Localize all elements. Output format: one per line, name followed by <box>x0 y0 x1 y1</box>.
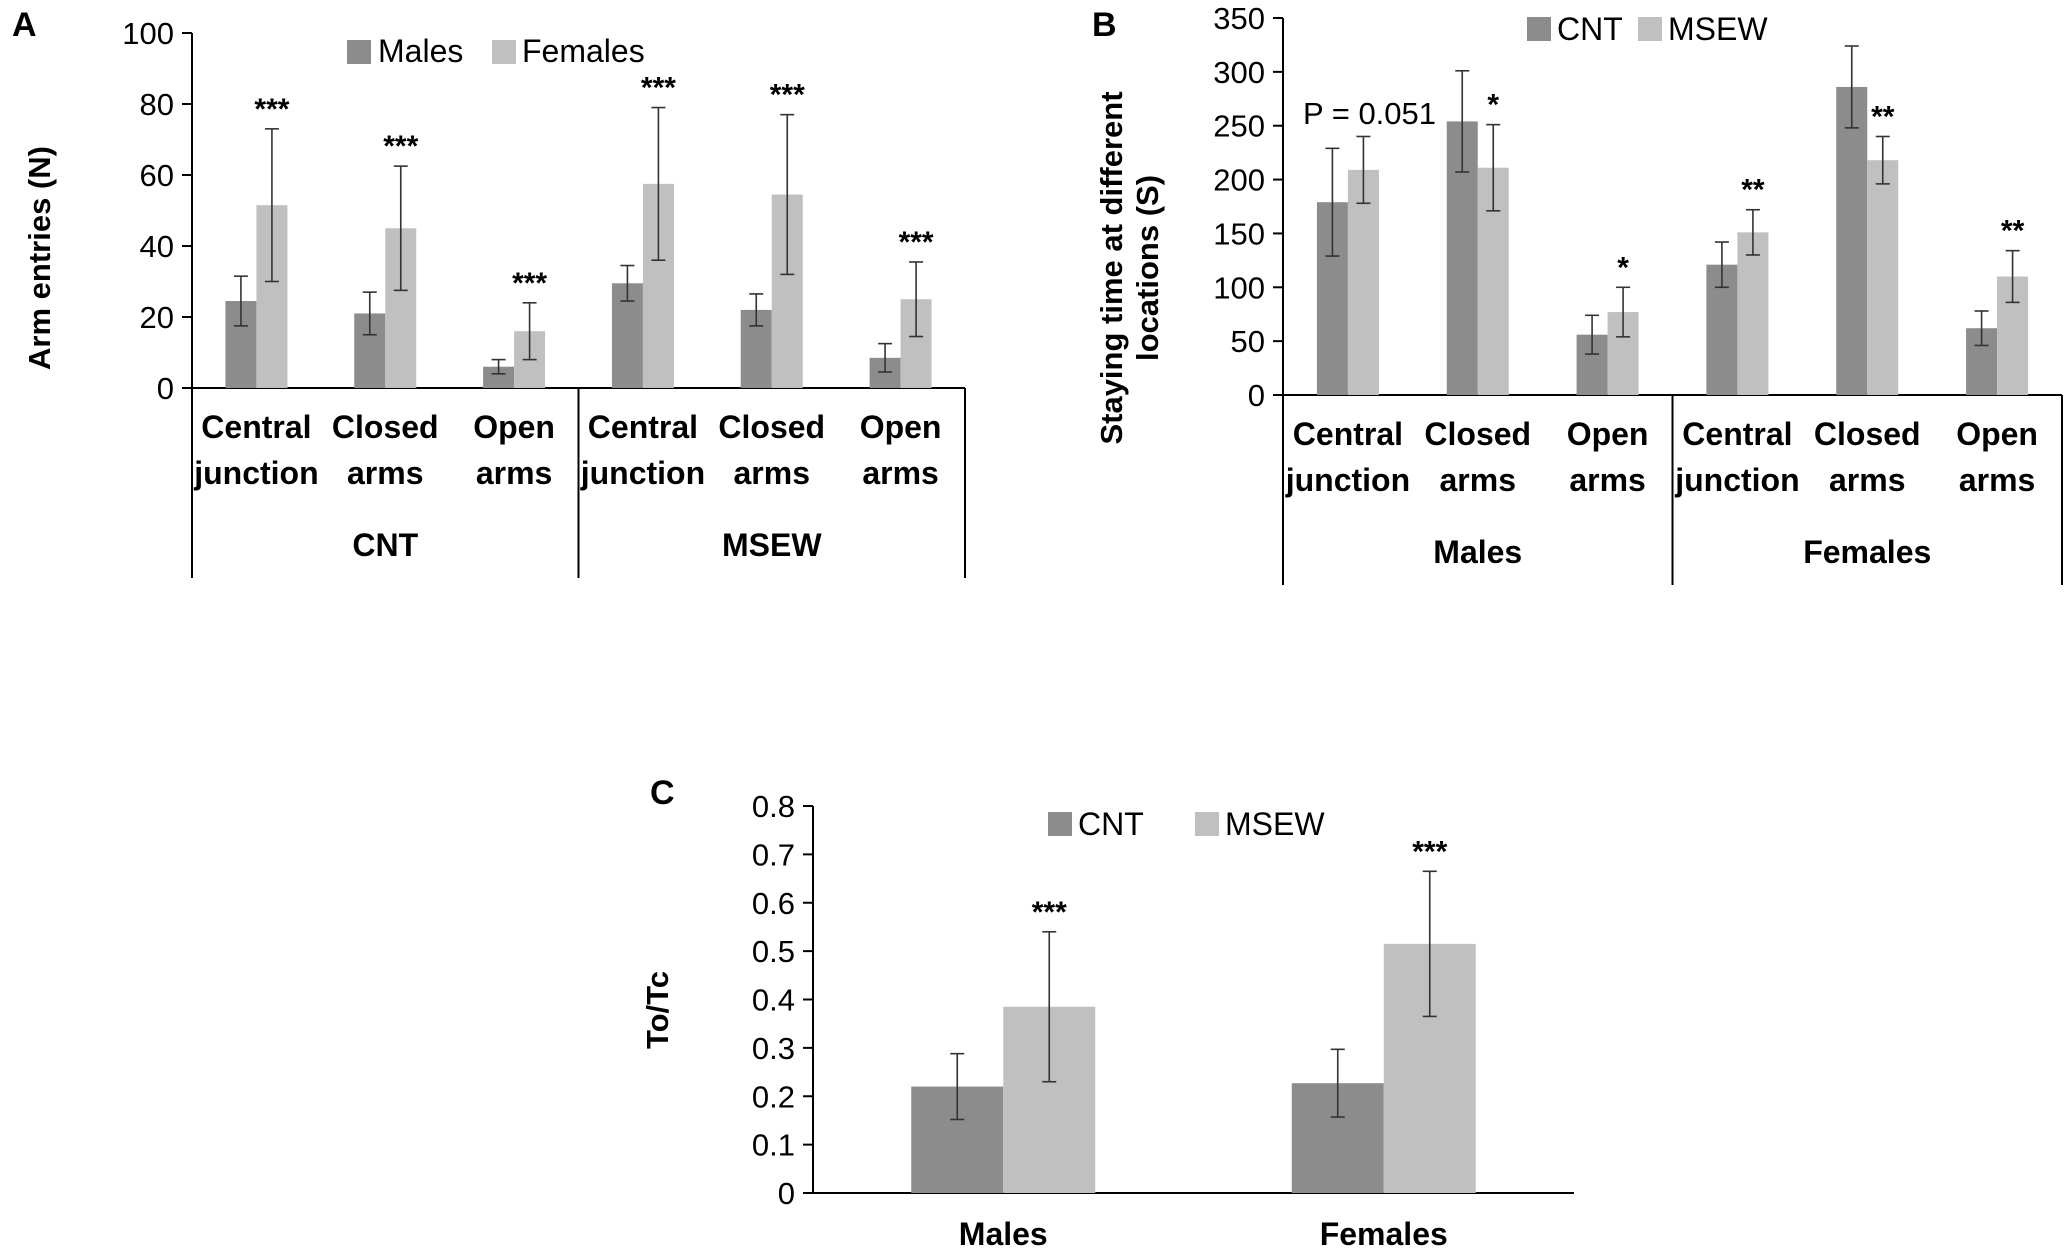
x-category-label-line1: Central <box>1293 416 1403 452</box>
significance-marker: * <box>1617 251 1629 284</box>
x-category-label-line1: Closed <box>1814 416 1921 452</box>
panel-a-y-axis-label: Arm entries (N) <box>22 146 57 370</box>
significance-marker: * <box>1487 89 1499 122</box>
x-group-label: Females <box>1803 534 1931 570</box>
y-tick-label: 40 <box>140 229 174 264</box>
legend-label-cnt: CNT <box>1078 806 1144 842</box>
x-category-label-line2: arms <box>1440 462 1517 498</box>
panel-a-legend: Males Females <box>347 33 645 69</box>
x-category-label-line1: Open <box>473 409 555 445</box>
significance-marker: *** <box>383 130 418 163</box>
y-tick-label: 0.8 <box>752 789 795 824</box>
x-group-label: Males <box>1433 534 1522 570</box>
bar-males <box>483 366 515 388</box>
panel-c-legend: CNT MSEW <box>1048 806 1325 842</box>
x-category-label-line2: arms <box>347 455 424 491</box>
y-tick-label: 80 <box>140 87 174 122</box>
bar-cnt <box>1836 86 1868 396</box>
x-category-label-line2: arms <box>1959 462 2036 498</box>
y-tick-label: 0 <box>157 371 174 406</box>
y-tick-label: 0.5 <box>752 934 795 969</box>
panel-b-y-axis-label-line2: locations (S) <box>1130 175 1165 361</box>
x-category-label-line1: Central <box>201 409 311 445</box>
y-tick-label: 200 <box>1213 163 1265 198</box>
x-category-label-line2: arms <box>862 455 939 491</box>
x-category-label-line1: Open <box>1956 416 2038 452</box>
x-category-label-line1: Open <box>860 409 942 445</box>
x-group-label: MSEW <box>722 527 822 563</box>
y-tick-label: 300 <box>1213 55 1265 90</box>
significance-marker: *** <box>254 93 289 126</box>
x-category-label-line2: arms <box>1569 462 1646 498</box>
legend-swatch-msew <box>1195 812 1219 836</box>
significance-marker: *** <box>641 72 676 105</box>
panel-c-y-axis-label: To/Tc <box>640 971 675 1049</box>
legend-swatch-cnt <box>1527 17 1551 41</box>
x-category-label-line2: junction <box>1285 462 1410 498</box>
x-category-label-line1: Closed <box>332 409 439 445</box>
y-tick-label: 60 <box>140 158 174 193</box>
significance-marker: *** <box>512 267 547 300</box>
x-category-label-line2: junction <box>193 455 318 491</box>
x-category-label-line1: Central <box>588 409 698 445</box>
y-tick-label: 250 <box>1213 109 1265 144</box>
significance-marker: *** <box>770 79 805 112</box>
y-tick-label: 0.6 <box>752 886 795 921</box>
legend-label-cnt: CNT <box>1557 11 1623 47</box>
bar-msew <box>1347 169 1379 395</box>
bar-msew <box>1737 232 1769 395</box>
legend-swatch-cnt <box>1048 812 1072 836</box>
y-tick-label: 0.7 <box>752 837 795 872</box>
x-group-label: CNT <box>352 527 418 563</box>
panel-b-letter: B <box>1092 6 1117 44</box>
y-tick-label: 0 <box>1248 378 1265 413</box>
y-tick-label: 0.3 <box>752 1031 795 1066</box>
y-tick-label: 100 <box>122 16 174 51</box>
x-category-label-line1: Closed <box>718 409 825 445</box>
legend-label-males: Males <box>378 33 463 69</box>
x-category-label-line2: junction <box>1674 462 1799 498</box>
legend-label-females: Females <box>522 33 645 69</box>
panel-c-chart: C To/Tc CNT MSEW 0 0.1 0.2 0.3 0.4 0.5 0.6 0.7 0… <box>640 774 1574 1252</box>
y-tick-label: 100 <box>1213 270 1265 305</box>
significance-marker: ** <box>2001 215 2025 248</box>
y-tick-label: 0.2 <box>752 1079 795 1114</box>
y-tick-label: 0 <box>778 1176 795 1211</box>
panel-c-letter: C <box>650 774 675 812</box>
x-category-label: Females <box>1320 1216 1448 1252</box>
x-category-label: Males <box>959 1216 1048 1252</box>
panel-b-chart: B Staying time at different locations (S… <box>1092 1 2063 585</box>
bar-msew <box>1867 160 1899 395</box>
panel-a-letter: A <box>12 6 37 44</box>
x-category-label-line2: arms <box>476 455 553 491</box>
legend-label-msew: MSEW <box>1225 806 1325 842</box>
legend-swatch-msew <box>1638 17 1662 41</box>
legend-label-msew: MSEW <box>1668 11 1768 47</box>
x-category-label-line1: Central <box>1682 416 1792 452</box>
legend-swatch-females <box>492 40 516 64</box>
panel-b-legend: CNT MSEW <box>1527 11 1768 47</box>
x-category-label-line2: arms <box>1829 462 1906 498</box>
x-category-label-line2: junction <box>580 455 705 491</box>
x-category-label-line1: Closed <box>1424 416 1531 452</box>
y-tick-label: 50 <box>1231 324 1265 359</box>
y-tick-label: 0.4 <box>752 983 795 1018</box>
y-tick-label: 20 <box>140 300 174 335</box>
y-tick-label: 350 <box>1213 1 1265 36</box>
significance-marker: ** <box>1871 100 1895 133</box>
panel-b-y-axis-label-line1: Staying time at different <box>1094 91 1129 444</box>
significance-marker: *** <box>899 226 934 259</box>
x-category-label-line2: arms <box>734 455 811 491</box>
p-value-note: P = 0.051 <box>1303 96 1436 131</box>
significance-marker: *** <box>1412 835 1447 868</box>
y-tick-label: 150 <box>1213 216 1265 251</box>
y-tick-label: 0.1 <box>752 1128 795 1163</box>
legend-swatch-males <box>347 40 371 64</box>
panel-a-chart: A Arm entries (N) Males Females 0 20 40 60 8… <box>12 6 966 578</box>
significance-marker: *** <box>1032 896 1067 929</box>
significance-marker: ** <box>1741 174 1765 207</box>
x-category-label-line1: Open <box>1567 416 1649 452</box>
